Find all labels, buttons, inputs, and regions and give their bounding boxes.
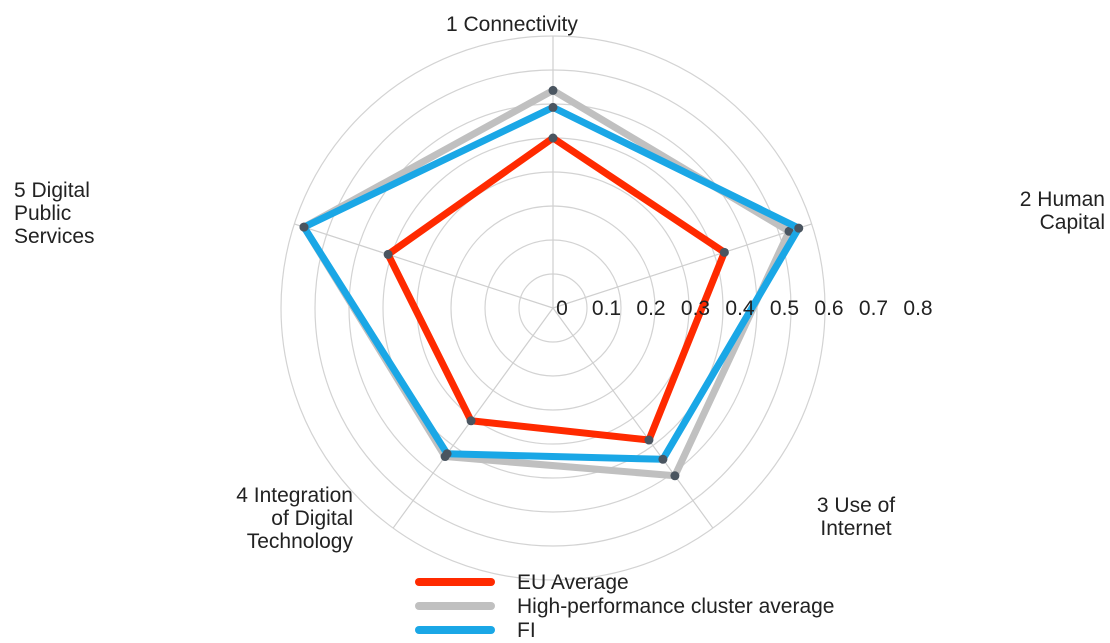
data-point-high-performance-cluster-average — [548, 85, 558, 95]
tick-label: 0.1 — [592, 297, 621, 320]
data-point-fi — [658, 454, 668, 464]
radar-tick-labels: 0 0.1 0.2 0.3 0.4 0.5 0.6 0.7 0.8 — [556, 297, 932, 320]
axis-label-connectivity: 1 Connectivity — [446, 13, 578, 36]
data-point-eu-average — [548, 133, 558, 143]
series-line-fi — [300, 103, 803, 463]
axis-label-integration-digital-technology: 4 Integration of Digital Technology — [236, 484, 353, 553]
radar-spoke — [552, 223, 812, 309]
tick-label: 0 — [556, 297, 568, 320]
axis-label-human-capital: 2 Human Capital — [1019, 188, 1105, 234]
tick-label: 0.4 — [725, 297, 755, 320]
legend-swatch-eu-average — [415, 578, 495, 586]
tick-label: 0.6 — [814, 297, 843, 320]
legend-label-fi: FI — [517, 619, 536, 642]
data-point-eu-average — [383, 249, 393, 259]
legend-swatch-high-performance — [415, 602, 495, 610]
axis-label-use-of-internet: 3 Use of Internet — [816, 494, 896, 540]
radar-spoke — [294, 223, 554, 309]
data-point-fi — [442, 449, 452, 459]
data-point-eu-average — [719, 247, 729, 257]
legend-swatch-fi — [415, 626, 495, 634]
tick-label: 0.5 — [770, 297, 799, 320]
radar-spokes — [294, 36, 812, 529]
radar-series-group — [299, 85, 804, 481]
tick-label: 0.3 — [681, 297, 710, 320]
data-point-fi — [548, 102, 558, 112]
data-point-eu-average — [466, 416, 476, 426]
data-point-high-performance-cluster-average — [670, 471, 680, 481]
data-point-fi — [794, 223, 804, 233]
data-point-high-performance-cluster-average — [784, 226, 794, 236]
tick-label: 0.8 — [903, 297, 932, 320]
legend-label-eu-average: EU Average — [517, 571, 629, 594]
data-point-eu-average — [644, 435, 654, 445]
axis-label-digital-public-services: 5 Digital Public Services — [14, 179, 95, 248]
tick-label: 0.7 — [859, 297, 888, 320]
data-point-fi — [299, 222, 309, 232]
series-line-eu-average — [384, 134, 728, 444]
tick-label: 0.2 — [636, 297, 665, 320]
radar-spoke — [552, 307, 714, 529]
legend-label-high-performance: High-performance cluster average — [517, 595, 835, 618]
